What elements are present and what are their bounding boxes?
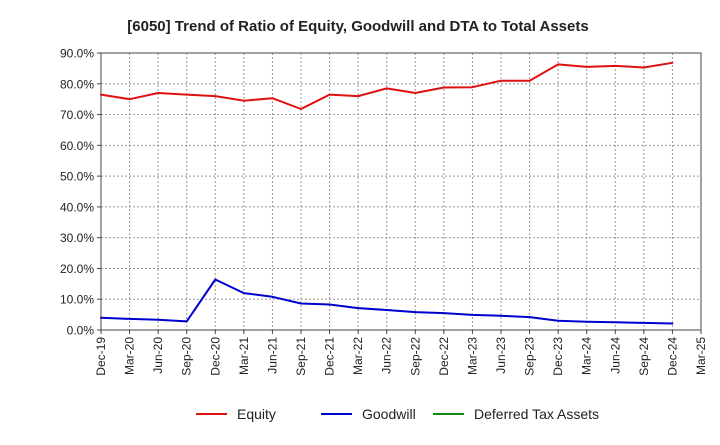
x-tick-label: Mar-23	[465, 337, 479, 375]
x-tick-label: Mar-25	[694, 337, 708, 375]
y-tick-label: 60.0%	[60, 139, 94, 153]
plot-area: 0.0% 10.0% 20.0% 30.0% 40.0% 50.0% 60.0% 70.0% 8…	[60, 47, 708, 376]
series-line-equity	[100, 61, 674, 110]
chart-title: [6050] Trend of Ratio of Equity, Goodwil…	[127, 18, 588, 35]
y-tick-label: 20.0%	[60, 262, 94, 276]
y-tick-label: 80.0%	[60, 77, 94, 91]
y-tick-label: 0.0%	[67, 324, 95, 338]
x-tick-label: Mar-21	[237, 337, 251, 375]
x-tick-label: Dec-21	[323, 337, 337, 376]
legend: Equity Goodwill Deferred Tax Assets	[196, 406, 599, 422]
series-line-goodwill	[100, 278, 674, 325]
x-tick-label: Sep-24	[637, 337, 651, 376]
y-tick-label: 30.0%	[60, 231, 94, 245]
y-tick-label: 40.0%	[60, 200, 94, 214]
x-tick-label: Mar-22	[351, 337, 365, 375]
x-tick-label: Dec-23	[551, 337, 565, 376]
y-tick-label: 10.0%	[60, 293, 94, 307]
x-tick-label: Sep-21	[294, 337, 308, 376]
legend-label: Equity	[237, 406, 276, 422]
x-tick-label: Jun-21	[265, 337, 279, 374]
plot-background	[101, 53, 701, 330]
x-tick-label: Jun-22	[380, 337, 394, 374]
plot-frame	[100, 52, 702, 331]
x-tick-label: Jun-24	[608, 337, 622, 374]
legend-label: Goodwill	[362, 406, 416, 422]
x-tick-label: Dec-19	[94, 337, 108, 376]
x-tick-label: Jun-23	[494, 337, 508, 374]
x-tick-label: Jun-20	[151, 337, 165, 374]
y-tick-label: 90.0%	[60, 47, 94, 61]
x-tick-label: Mar-20	[123, 337, 137, 375]
x-tick-label: Dec-20	[208, 337, 222, 376]
x-tick-label: Sep-22	[408, 337, 422, 376]
x-tick-label: Dec-24	[665, 337, 679, 376]
y-tick-label: 70.0%	[60, 108, 94, 122]
x-tick-label: Sep-20	[180, 337, 194, 376]
x-tick-label: Dec-22	[437, 337, 451, 376]
legend-label: Deferred Tax Assets	[474, 406, 599, 422]
x-tick-label: Sep-23	[523, 337, 537, 376]
y-tick-label: 50.0%	[60, 170, 94, 184]
x-tick-label: Mar-24	[580, 337, 594, 375]
